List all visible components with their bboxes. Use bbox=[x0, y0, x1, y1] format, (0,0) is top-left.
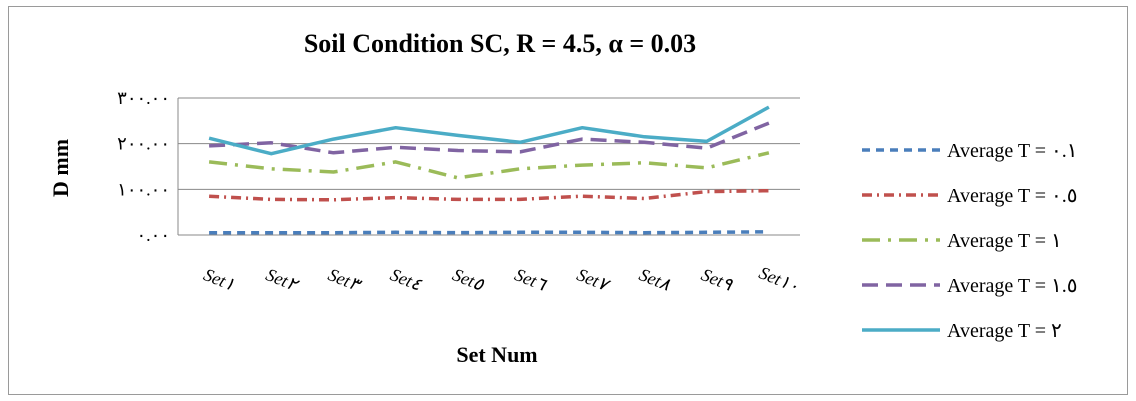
series-lines bbox=[208, 105, 770, 235]
gridlines bbox=[177, 97, 800, 236]
legend: Average T = ٠.١ Average T = ٠.٥ Average T … bbox=[862, 140, 1078, 342]
legend-label-1: Average T = ٠.١ bbox=[947, 140, 1078, 162]
y-tick-label: ٢٠٠.٠٠ bbox=[117, 134, 170, 154]
series-line-5 bbox=[208, 105, 770, 156]
chart-title: Soil Condition SC, R = 4.5, α = 0.03 bbox=[304, 29, 696, 58]
legend-label-2: Average T = ٠.٥ bbox=[947, 185, 1078, 207]
x-tick-label: Set٨ bbox=[636, 264, 673, 295]
series-line-1 bbox=[209, 230, 769, 235]
x-tick-label: Set٧ bbox=[574, 264, 613, 295]
legend-label-3: Average T = ١ bbox=[947, 230, 1062, 252]
x-tick-label: Set٤ bbox=[388, 264, 425, 295]
x-tick-label: Set٦ bbox=[512, 264, 550, 295]
series-line-3 bbox=[208, 151, 770, 180]
series-line-4 bbox=[209, 121, 770, 155]
x-axis-label: Set Num bbox=[456, 342, 537, 367]
x-tick-label: Set١ bbox=[201, 264, 238, 294]
legend-label-5: Average T = ٢ bbox=[947, 320, 1062, 342]
x-tick-label: Set٥ bbox=[450, 264, 488, 295]
y-axis-label: D mm bbox=[48, 139, 73, 197]
y-tick-label: ٠.٠٠ bbox=[136, 225, 170, 245]
legend-label-4: Average T = ١.٥ bbox=[947, 275, 1078, 297]
chart-frame bbox=[8, 6, 1128, 395]
y-tick-label: ١٠٠.٠٠ bbox=[117, 179, 170, 199]
x-axis-ticks: Set١ Set٢ Set٣ Set٤ Set٥ Set٦ Set٧ Set٨ Set٩ Set١… bbox=[201, 262, 802, 296]
x-tick-label: Set٢ bbox=[263, 264, 302, 295]
y-tick-label: ٣٠٠.٠٠ bbox=[117, 88, 170, 108]
x-tick-label: Set١٠ bbox=[756, 262, 802, 296]
x-tick-label: Set٣ bbox=[325, 264, 365, 296]
x-tick-label: Set٩ bbox=[699, 264, 736, 295]
series-line-2 bbox=[209, 188, 769, 202]
y-axis-ticks: ٠.٠٠ ١٠٠.٠٠ ٢٠٠.٠٠ ٣٠٠.٠٠ bbox=[117, 88, 170, 245]
